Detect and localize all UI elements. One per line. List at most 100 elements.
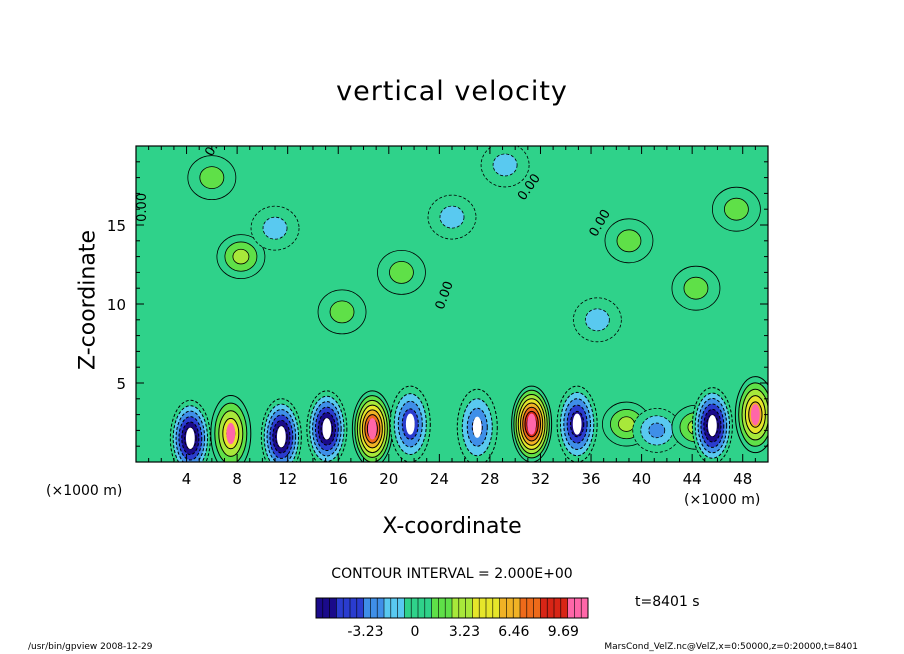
field-cell — [169, 399, 211, 462]
field-cell — [216, 234, 266, 280]
y-tick-label: 5 — [116, 375, 126, 393]
colorbar-segment — [513, 598, 521, 618]
field-cell — [377, 249, 426, 295]
colorbar-segment — [431, 598, 439, 618]
field-cell — [632, 407, 682, 453]
contour-level — [584, 308, 610, 332]
colorbar-segment — [472, 598, 480, 618]
field-cell — [712, 186, 761, 232]
contour-level — [262, 216, 288, 240]
colorbar-segment — [540, 598, 548, 618]
extremum-core — [276, 426, 286, 448]
x-axis-label: X-coordinate — [382, 514, 522, 539]
colorbar-segment — [390, 598, 399, 618]
x-tick-label: 8 — [232, 470, 242, 488]
field-cell — [260, 398, 302, 462]
colorbar-segment — [316, 598, 324, 618]
x-tick-label: 28 — [480, 470, 499, 488]
colorbar-segment — [424, 598, 433, 618]
field-cell — [351, 390, 393, 462]
colorbar-segment — [445, 598, 453, 618]
colorbar-segment — [499, 598, 507, 618]
colorbar-segment — [533, 598, 541, 618]
field-cell — [456, 388, 498, 462]
colorbar-segment — [397, 598, 405, 618]
colorbar-segment — [411, 598, 419, 618]
contour-level — [232, 248, 250, 265]
x-tick-label: 20 — [379, 470, 398, 488]
field-cell — [556, 385, 598, 462]
x-tick-label: 4 — [182, 470, 192, 488]
contour-level — [492, 153, 518, 177]
y-tick-label: 15 — [107, 217, 126, 235]
field-cell — [511, 385, 553, 462]
extremum-core — [185, 427, 195, 449]
colorbar-segment — [343, 598, 351, 618]
x-tick-label: 40 — [632, 470, 651, 488]
footer-right: MarsCond_VelZ.nc@VelZ,x=0:50000,z=0:2000… — [604, 642, 858, 652]
colorbar-segment — [560, 598, 569, 618]
y-axis: 5 10 15 — [107, 161, 768, 447]
colorbar-segment — [356, 598, 365, 618]
x-tick-label: 44 — [683, 470, 702, 488]
colorbar-segment — [479, 598, 487, 618]
contour-level — [648, 422, 666, 439]
field-cell — [317, 289, 367, 335]
field-cell — [250, 205, 300, 251]
x-axis: 4 8 12 16 20 24 28 32 36 40 44 48 — [148, 146, 756, 488]
colorbar: -3.23 0 3.23 6.46 9.69 — [315, 597, 589, 640]
extremum-core — [750, 403, 760, 426]
colorbar-segment — [547, 598, 555, 618]
x-tick-label: 36 — [581, 470, 600, 488]
colorbar-segment — [363, 598, 371, 618]
extremum-core — [707, 415, 717, 437]
colorbar-segment — [438, 598, 446, 618]
colorbar-segment — [486, 598, 494, 618]
x-tick-label: 24 — [430, 470, 449, 488]
field-cell — [734, 376, 768, 454]
x-unit-label-left: (×1000 m) — [46, 483, 123, 499]
field-cell — [306, 390, 348, 462]
colorbar-segment — [384, 598, 392, 618]
extremum-core — [226, 422, 236, 445]
field-cell — [572, 297, 622, 343]
contour-level — [439, 205, 465, 229]
colorbar-segment — [336, 598, 344, 618]
field-cell — [210, 395, 252, 462]
contour-level — [683, 276, 709, 300]
x-unit-label-right: (×1000 m) — [684, 492, 761, 508]
colorbar-segment — [329, 598, 337, 618]
field-cell — [671, 265, 721, 311]
field-cell — [691, 387, 733, 462]
extremum-core — [405, 413, 415, 435]
colorbar-segment — [370, 598, 378, 618]
time-label: t=8401 s — [635, 594, 700, 610]
footer-left: /usr/bin/gpview 2008-12-29 — [28, 642, 153, 652]
contour-level — [616, 229, 642, 253]
extremum-core — [322, 418, 332, 440]
contour-label: 0.00 — [135, 193, 150, 222]
colorbar-segment — [520, 598, 528, 618]
colorbar-tick-label: 3.23 — [449, 624, 480, 640]
colorbar-segment — [581, 598, 589, 618]
colorbar-tick-label: 9.69 — [548, 624, 579, 640]
colorbar-tick-label: 0 — [410, 624, 419, 640]
extremum-core — [367, 418, 377, 440]
colorbar-segment — [567, 598, 575, 618]
colorbar-tick-label: -3.23 — [347, 624, 383, 640]
contour-interval: CONTOUR INTERVAL = 2.000E+00 — [331, 566, 573, 582]
field-cell — [389, 385, 431, 462]
colorbar-segment — [492, 598, 501, 618]
extremum-core — [472, 416, 482, 438]
x-tick-label: 12 — [278, 470, 297, 488]
colorbar-tick-label: 6.46 — [498, 624, 529, 640]
field-cell — [427, 194, 477, 240]
colorbar-segment — [465, 598, 473, 618]
contour-level — [389, 260, 414, 284]
extremum-core — [572, 413, 582, 435]
colorbar-segment — [458, 598, 467, 618]
y-tick-label: 10 — [107, 296, 126, 314]
x-tick-label: 32 — [531, 470, 550, 488]
chart-title: vertical velocity — [336, 76, 568, 107]
